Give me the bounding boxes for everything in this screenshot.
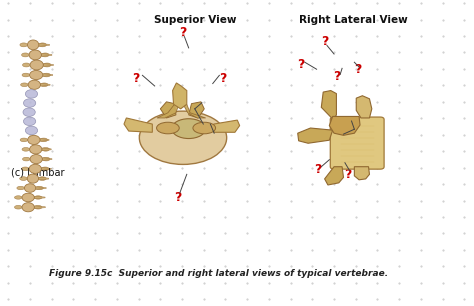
Ellipse shape xyxy=(156,122,179,134)
Ellipse shape xyxy=(23,117,36,125)
Polygon shape xyxy=(42,148,51,151)
Ellipse shape xyxy=(22,53,29,57)
Text: ?: ? xyxy=(333,70,340,83)
Polygon shape xyxy=(184,104,206,118)
Ellipse shape xyxy=(22,73,29,77)
Ellipse shape xyxy=(20,177,27,181)
Text: ?: ? xyxy=(179,26,187,39)
Polygon shape xyxy=(43,74,53,76)
Ellipse shape xyxy=(34,205,42,209)
Ellipse shape xyxy=(30,155,42,164)
Ellipse shape xyxy=(21,83,28,87)
Ellipse shape xyxy=(36,186,43,190)
Text: ?: ? xyxy=(345,168,352,181)
Ellipse shape xyxy=(40,83,48,87)
Polygon shape xyxy=(214,120,240,132)
Polygon shape xyxy=(329,117,360,135)
Ellipse shape xyxy=(23,108,35,117)
Ellipse shape xyxy=(40,138,47,142)
Text: ?: ? xyxy=(354,127,361,140)
Ellipse shape xyxy=(193,122,216,134)
Ellipse shape xyxy=(20,43,27,47)
FancyBboxPatch shape xyxy=(330,117,384,169)
Ellipse shape xyxy=(27,174,38,183)
Ellipse shape xyxy=(27,135,40,144)
Polygon shape xyxy=(34,196,45,199)
Polygon shape xyxy=(36,187,46,189)
Ellipse shape xyxy=(23,99,36,107)
Text: ?: ? xyxy=(314,163,321,176)
Text: ?: ? xyxy=(321,35,328,48)
Polygon shape xyxy=(42,158,52,160)
Polygon shape xyxy=(325,167,344,185)
Ellipse shape xyxy=(22,203,34,212)
Ellipse shape xyxy=(30,60,43,70)
Polygon shape xyxy=(321,91,337,119)
Text: Superior View: Superior View xyxy=(154,16,236,25)
Polygon shape xyxy=(40,139,49,141)
Ellipse shape xyxy=(29,50,41,60)
Polygon shape xyxy=(43,64,54,66)
Polygon shape xyxy=(173,83,187,109)
Ellipse shape xyxy=(34,196,42,199)
Ellipse shape xyxy=(24,184,36,192)
Polygon shape xyxy=(157,104,178,118)
Ellipse shape xyxy=(23,63,30,67)
Ellipse shape xyxy=(17,186,24,190)
Ellipse shape xyxy=(22,147,29,151)
Polygon shape xyxy=(160,102,176,118)
Ellipse shape xyxy=(42,157,50,161)
Polygon shape xyxy=(355,167,369,180)
Polygon shape xyxy=(40,84,50,86)
Polygon shape xyxy=(39,43,50,46)
Polygon shape xyxy=(38,177,49,180)
Text: ?: ? xyxy=(174,191,182,204)
Ellipse shape xyxy=(15,205,22,209)
Ellipse shape xyxy=(27,40,39,50)
Polygon shape xyxy=(41,54,52,56)
Ellipse shape xyxy=(29,164,41,174)
Text: ?: ? xyxy=(215,130,222,143)
Polygon shape xyxy=(189,102,204,118)
Ellipse shape xyxy=(42,147,49,151)
Text: Right Lateral View: Right Lateral View xyxy=(299,16,407,25)
Ellipse shape xyxy=(29,145,42,154)
Ellipse shape xyxy=(20,138,27,142)
Ellipse shape xyxy=(172,119,206,139)
Polygon shape xyxy=(356,96,372,118)
Ellipse shape xyxy=(41,167,49,171)
Ellipse shape xyxy=(139,111,227,164)
Ellipse shape xyxy=(43,63,51,67)
Ellipse shape xyxy=(22,167,29,171)
Ellipse shape xyxy=(28,80,40,89)
Ellipse shape xyxy=(39,43,46,47)
Ellipse shape xyxy=(41,53,49,57)
Text: ?: ? xyxy=(219,72,227,85)
Text: ?: ? xyxy=(132,72,139,85)
Ellipse shape xyxy=(25,126,37,135)
Polygon shape xyxy=(298,128,333,143)
Ellipse shape xyxy=(43,73,50,77)
Ellipse shape xyxy=(22,193,34,202)
Ellipse shape xyxy=(38,177,46,181)
Text: ?: ? xyxy=(297,58,305,71)
Ellipse shape xyxy=(23,157,30,161)
Polygon shape xyxy=(34,206,46,209)
Polygon shape xyxy=(124,118,152,132)
Polygon shape xyxy=(41,167,51,170)
Ellipse shape xyxy=(25,90,37,98)
Ellipse shape xyxy=(15,196,22,199)
Text: Figure 9.15c  Superior and right lateral views of typical vertebrae.: Figure 9.15c Superior and right lateral … xyxy=(49,269,388,278)
Text: (c) Lumbar: (c) Lumbar xyxy=(11,168,64,178)
Text: ?: ? xyxy=(354,63,361,76)
Ellipse shape xyxy=(29,70,43,80)
